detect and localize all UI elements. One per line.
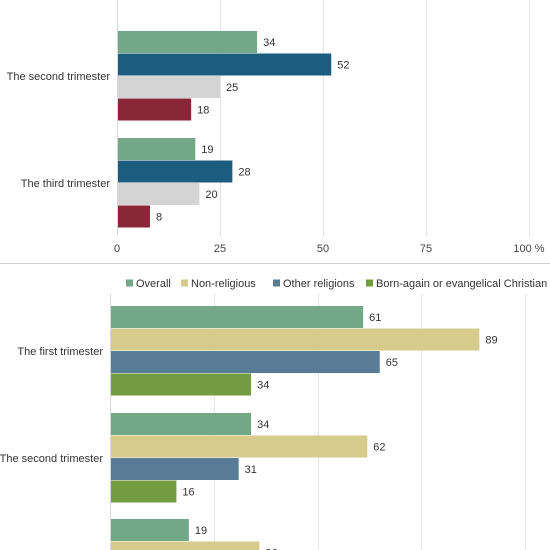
data-label: 61 <box>369 312 381 324</box>
legend-label: Overall <box>136 278 171 290</box>
data-label: 28 <box>238 167 250 179</box>
tick-label: 75 <box>420 243 432 255</box>
bar <box>110 541 260 550</box>
category-label: The second trimester <box>0 453 103 465</box>
legend-swatch <box>181 279 188 287</box>
bar <box>117 76 220 98</box>
legend-item[interactable]: Overall <box>126 278 171 290</box>
lower-chart: 61 34 19 89 62 36 65 31 34 16 The first trimester T… <box>0 278 547 550</box>
tick-label: 50 <box>317 243 329 255</box>
bar <box>110 351 380 373</box>
data-label: 19 <box>195 525 207 537</box>
data-label: 34 <box>257 380 269 392</box>
data-label: 34 <box>257 419 269 431</box>
tick-label: 0 <box>114 243 120 255</box>
bar <box>110 373 252 396</box>
data-label: 65 <box>386 357 398 369</box>
bar <box>117 53 332 76</box>
bar <box>117 205 150 228</box>
legend-item[interactable]: Non-religious <box>181 278 256 290</box>
bar <box>110 435 368 458</box>
data-label: 16 <box>182 487 194 499</box>
data-label: 25 <box>226 82 238 94</box>
data-label: 52 <box>337 60 349 72</box>
legend-swatch <box>366 279 373 287</box>
legend-item[interactable]: Other religions <box>273 278 355 290</box>
tick-label: 100 % <box>513 243 544 255</box>
tick-label: 25 <box>214 243 226 255</box>
data-label: 20 <box>205 189 217 201</box>
category-label: The first trimester <box>17 346 103 358</box>
data-label: 19 <box>201 144 213 156</box>
bar <box>117 31 258 53</box>
bar <box>110 458 239 480</box>
bar <box>110 413 252 435</box>
legend-label: Born-again or evangelical Christian <box>376 278 547 290</box>
data-label: 62 <box>373 442 385 454</box>
legend-label: Other religions <box>283 278 355 290</box>
bar <box>110 480 177 503</box>
category-label: The third trimester <box>21 178 111 190</box>
bar <box>110 306 364 328</box>
data-label: 36 <box>265 548 277 550</box>
category-label: The second trimester <box>7 71 111 83</box>
bar <box>110 519 189 541</box>
bar <box>117 98 192 121</box>
data-label: 34 <box>263 37 275 49</box>
legend-swatch <box>126 279 133 287</box>
legend-label: Non-religious <box>191 278 256 290</box>
legend-item[interactable]: Born-again or evangelical Christian <box>366 278 547 290</box>
data-label: 89 <box>485 335 497 347</box>
legend-swatch <box>273 279 280 287</box>
bar <box>117 183 200 205</box>
bar <box>117 138 196 160</box>
data-label: 18 <box>197 105 209 117</box>
bar <box>117 160 233 183</box>
bar <box>110 328 480 351</box>
upper-chart: 34 19 52 28 25 20 18 8 The second trimester The t… <box>7 0 545 255</box>
data-label: 31 <box>245 464 257 476</box>
data-label: 8 <box>156 212 162 224</box>
